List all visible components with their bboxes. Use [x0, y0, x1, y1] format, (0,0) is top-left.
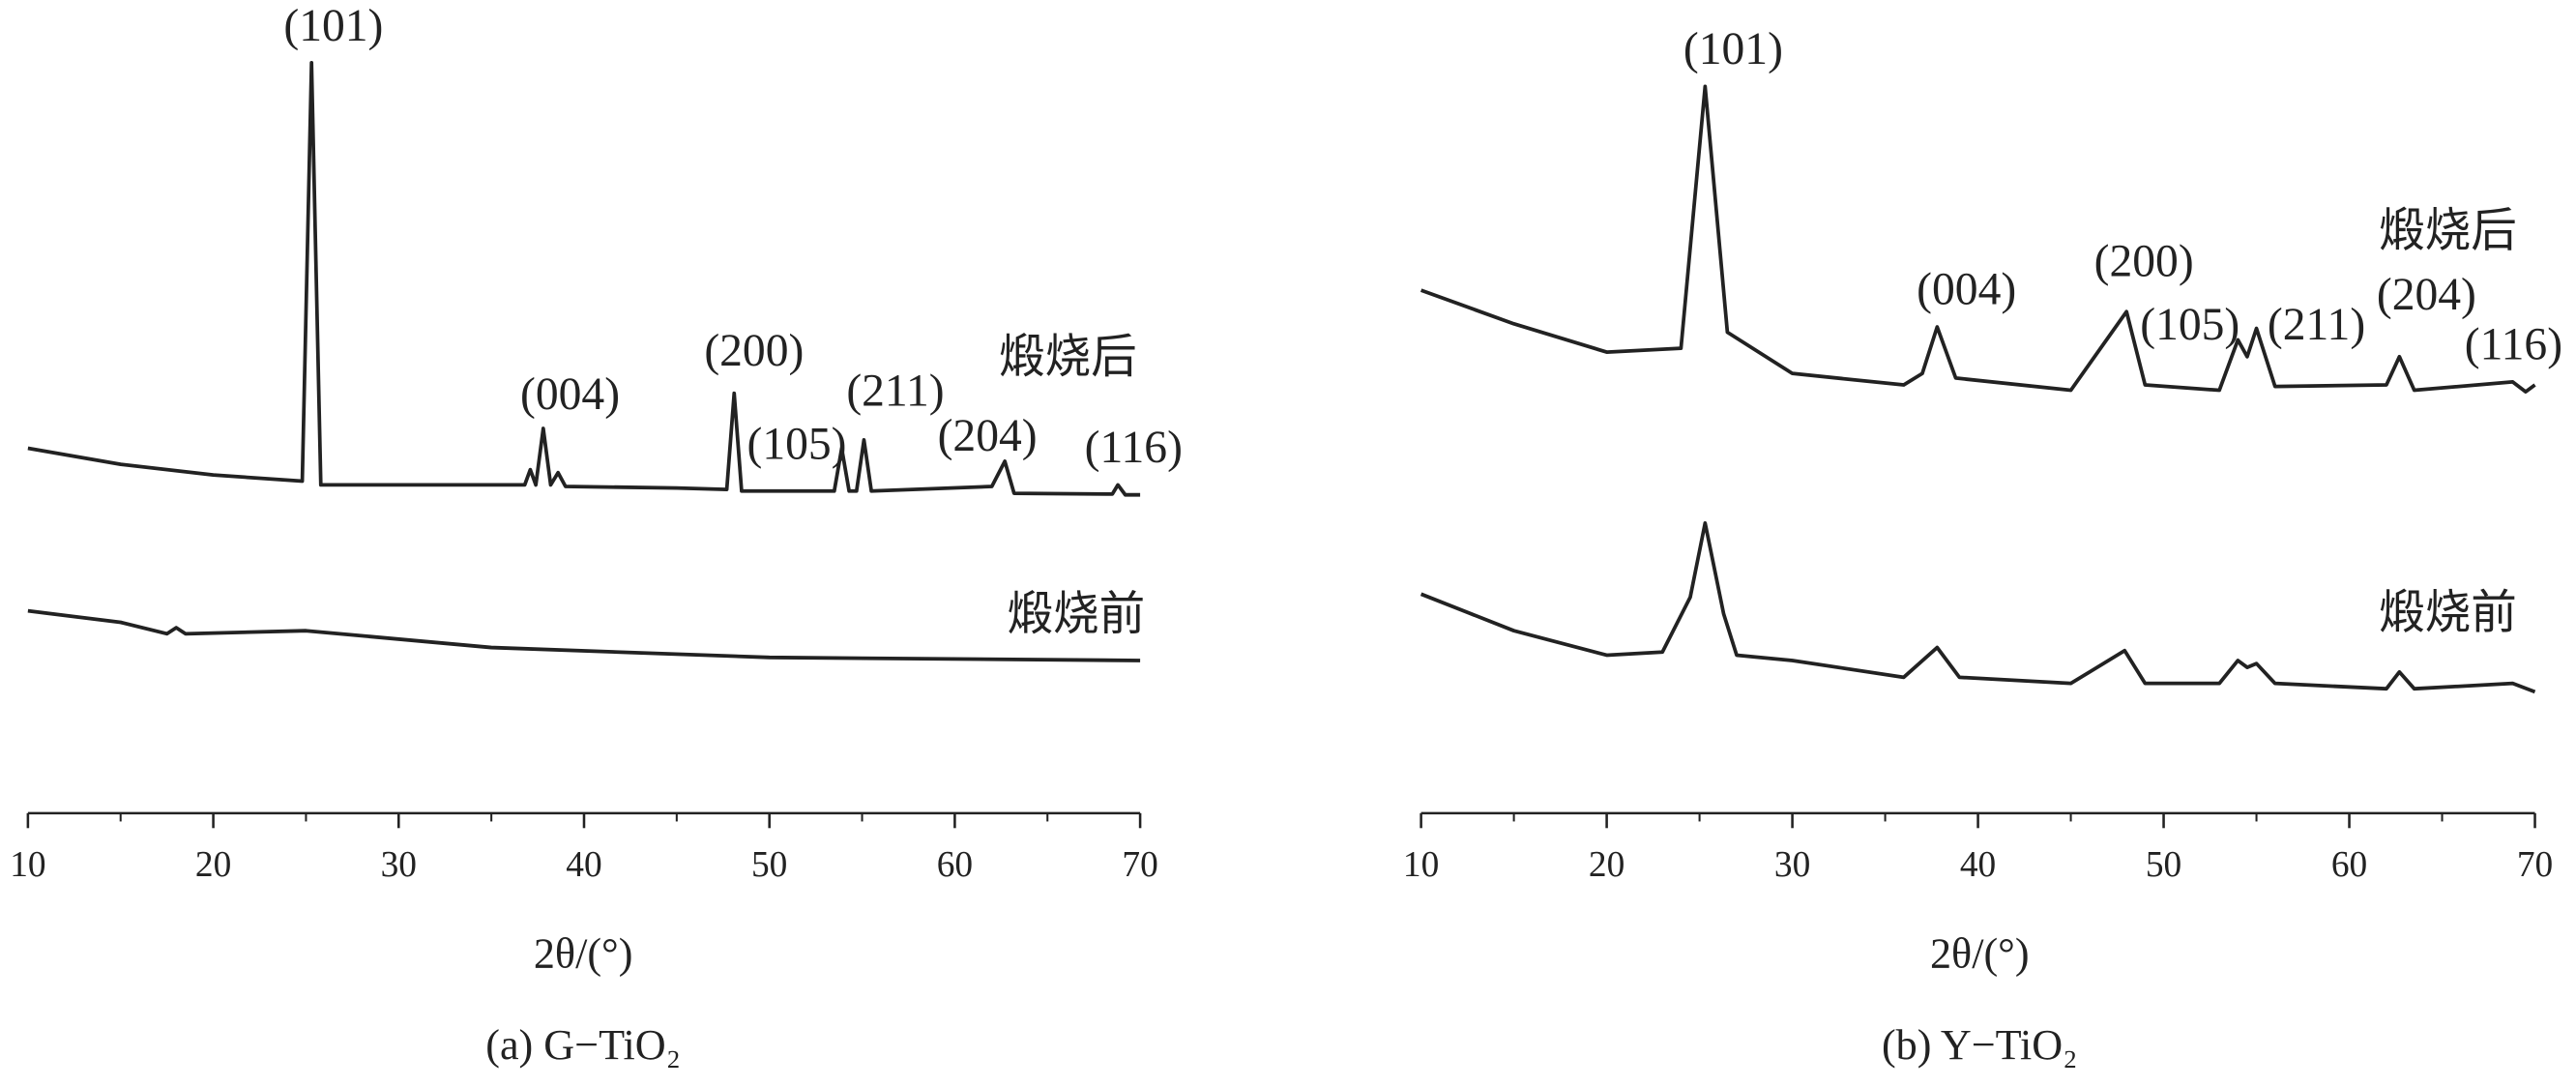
peak-label: (204) [2377, 269, 2476, 320]
x-tick-label: 50 [2146, 845, 2181, 885]
x-axis-label: 2θ/(°) [1930, 928, 2030, 977]
series-label: 煅烧后 [999, 332, 1137, 383]
peak-label: (211) [846, 365, 944, 416]
peak-label: (204) [938, 410, 1038, 461]
x-tick-label: 30 [381, 845, 417, 885]
x-tick-label: 30 [1774, 845, 1810, 885]
peak-label: (101) [1683, 23, 1783, 74]
xrd-curve [1420, 84, 2536, 395]
peak-label: (105) [746, 418, 846, 469]
x-axis-label: 2θ/(°) [534, 928, 633, 977]
peak-label: (211) [2268, 299, 2365, 350]
peak-label: (105) [2140, 299, 2239, 350]
x-tick-label: 20 [1589, 845, 1625, 885]
x-tick-label: 40 [566, 845, 601, 885]
peak-label: (116) [2465, 318, 2562, 369]
peak-label: (101) [283, 0, 383, 51]
series-label: 煅烧前 [1007, 589, 1145, 640]
peak-label: (116) [1085, 422, 1183, 473]
peak-label: (200) [2094, 235, 2194, 286]
series-label: 煅烧前 [2379, 587, 2517, 638]
xrd-curve [27, 608, 1141, 662]
series-label: 煅烧后 [2379, 205, 2517, 256]
x-tick-label: 10 [1403, 845, 1439, 885]
x-tick-label: 60 [937, 845, 973, 885]
x-tick-label: 60 [2331, 845, 2367, 885]
x-tick-label: 70 [1122, 845, 1157, 885]
caption: (a) G−TiO₂ [485, 1020, 681, 1069]
x-tick-label: 10 [10, 845, 45, 885]
x-tick-label: 70 [2517, 845, 2553, 885]
x-tick-label: 50 [751, 845, 787, 885]
peak-label: (200) [704, 325, 804, 376]
xrd-curve [27, 61, 1141, 497]
peak-label: (004) [520, 368, 620, 420]
peak-label: (004) [1917, 264, 2016, 315]
caption: (b) Y−TiO₂ [1882, 1020, 2078, 1069]
x-tick-label: 40 [1960, 845, 1996, 885]
x-tick-label: 20 [195, 845, 231, 885]
xrd-curve [1420, 521, 2536, 694]
